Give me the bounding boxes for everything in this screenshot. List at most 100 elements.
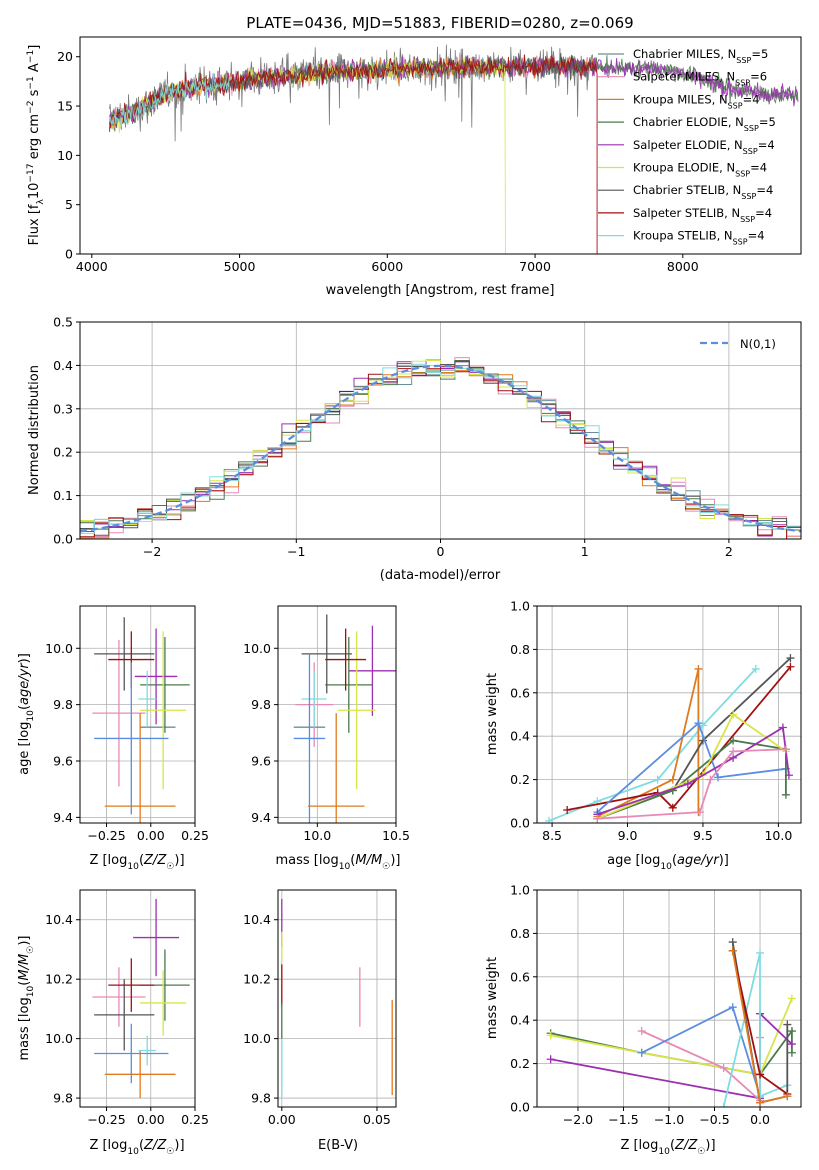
spectrum-model-line xyxy=(109,54,598,254)
mass_vs_EBV-ytick-label: 10.2 xyxy=(243,972,271,987)
mass_weight_vs_age-ytick-label: 0.6 xyxy=(510,685,530,700)
mass_vs_EBV-ytick-label: 10.4 xyxy=(243,912,271,927)
mass_vs_EBV-plot-area xyxy=(278,890,396,1107)
residual_hist-ytick-label: 0.4 xyxy=(53,358,73,373)
weight-line xyxy=(596,657,792,820)
weight-marker xyxy=(706,775,715,784)
mass_weight_vs_Z-ytick-label: 0.0 xyxy=(510,1100,530,1115)
age_vs_Z-xtick-label: 0.25 xyxy=(181,828,209,843)
spectrum-xlabel: wavelength [Angstrom, rest frame] xyxy=(326,283,555,298)
weight-marker xyxy=(787,1027,796,1036)
weight-marker xyxy=(694,719,703,728)
residual_hist-xtick-label: −2 xyxy=(143,544,161,559)
chart-title: PLATE=0436, MJD=51883, FIBERID=0280, z=0… xyxy=(246,14,633,32)
mass_vs_EBV-axes: 0.00 0.05 9.8 10.0 10.2 10.4 xyxy=(243,889,397,1127)
age_vs_mass-ytick-label: 9.8 xyxy=(251,697,271,712)
legend-entry: Chabrier MILES, NSSP=5 xyxy=(633,47,768,65)
weight-marker xyxy=(637,1048,646,1057)
residual_hist-ytick-label: 0.5 xyxy=(53,315,73,330)
age_vs_Z-ytick-label: 9.6 xyxy=(53,754,73,769)
residual-legend: N(0,1) xyxy=(700,337,776,351)
age_vs_Z-axes: −0.25 0.00 0.25 9.4 9.6 9.8 10.0 xyxy=(45,605,209,843)
weight-line xyxy=(722,952,788,1107)
mass_vs_Z-xtick-label: 0.00 xyxy=(137,1112,165,1127)
weight-marker xyxy=(546,1031,555,1040)
spectrum-plot-area xyxy=(109,44,799,254)
spectrum-model-line xyxy=(109,74,233,126)
weight-marker xyxy=(781,745,790,754)
mass_vs_EBV-xtick-label: 0.05 xyxy=(363,1112,391,1127)
residual_hist-ytick-label: 0.0 xyxy=(53,532,73,547)
weight-marker xyxy=(756,1070,765,1079)
weight-line xyxy=(597,726,790,816)
mass_vs_EBV-ytick-label: 9.8 xyxy=(251,1091,271,1106)
spectrum-xtick-label: 5000 xyxy=(224,259,256,274)
age_vs_mass-xtick-label: 10.5 xyxy=(382,828,410,843)
weight-marker xyxy=(698,721,707,730)
weight-marker xyxy=(728,938,737,947)
weight-line xyxy=(596,668,700,818)
mass_vs_Z-xtick-label: −0.25 xyxy=(87,1112,125,1127)
mass_weight_vs_Z-xtick-label: −1.0 xyxy=(654,1112,684,1127)
mass_vs_Z-ytick-label: 10.2 xyxy=(45,972,73,987)
age-vs-Z-xlabel: Z [log10(Z/Z☉)] xyxy=(89,853,184,872)
age_vs_Z-ytick-label: 9.8 xyxy=(53,697,73,712)
residual_hist-xtick-label: −1 xyxy=(287,544,305,559)
mass_vs_Z-xtick-label: 0.25 xyxy=(181,1112,209,1127)
residual-xlabel: (data-model)/error xyxy=(380,568,501,583)
mass_weight_vs_age-xtick-label: 8.5 xyxy=(542,828,562,843)
mass_weight_vs_age-ytick-label: 0.0 xyxy=(510,816,530,831)
mass_weight_vs_Z-xtick-label: −0.5 xyxy=(699,1112,729,1127)
spectrum-ytick-label: 15 xyxy=(57,99,73,114)
residual-ylabel: Normed distribution xyxy=(27,365,42,495)
weight-marker xyxy=(781,790,790,799)
mass-vs-Z-ylabel: mass [log10(M/M☉)] xyxy=(17,936,36,1061)
age_vs_mass-ytick-label: 9.4 xyxy=(251,810,271,825)
weight-marker xyxy=(784,771,793,780)
weight-marker xyxy=(786,654,795,663)
weight-marker xyxy=(778,723,787,732)
normal-curve xyxy=(80,364,801,533)
legend-entry: Salpeter ELODIE, NSSP=4 xyxy=(633,138,775,156)
mass_weight_vs_Z-ytick-label: 0.2 xyxy=(510,1056,530,1071)
mass_weight_vs_Z-xtick-label: −1.5 xyxy=(608,1112,638,1127)
residual_hist-xtick-label: 0 xyxy=(437,544,445,559)
age_vs_mass-frame xyxy=(277,605,397,824)
weight-marker xyxy=(668,803,677,812)
mass_weight_vs_age-xtick-label: 10.0 xyxy=(764,828,792,843)
spectrum-frame xyxy=(79,36,802,255)
spectrum-axes: 4000 5000 6000 7000 8000 0 5 10 15 20 xyxy=(57,36,802,274)
spectrum-ytick-label: 0 xyxy=(65,247,73,262)
weight-marker xyxy=(729,747,738,756)
residual_hist-ytick-label: 0.2 xyxy=(53,445,73,460)
age_vs_Z-ytick-label: 9.4 xyxy=(53,810,73,825)
weight-marker xyxy=(683,779,692,788)
weight-marker xyxy=(694,664,703,673)
age_vs_Z-ytick-label: 10.0 xyxy=(45,641,73,656)
weight-marker xyxy=(695,808,704,817)
weight-marker xyxy=(786,662,795,671)
mass_weight_vs_Z-frame xyxy=(536,889,802,1108)
weight-vs-Z-ylabel: mass weight xyxy=(485,957,500,1039)
spectrum-ylabel: Flux [fλ10−17 erg cm−2 s−1 A−1] xyxy=(26,45,46,246)
residual_hist-plot-area xyxy=(80,322,801,539)
spectrum-xtick-label: 7000 xyxy=(519,259,551,274)
weight-marker xyxy=(783,1092,792,1101)
legend-entry: Salpeter STELIB, NSSP=4 xyxy=(633,206,772,224)
spectrum-ytick-label: 10 xyxy=(57,148,73,163)
weight-marker xyxy=(787,1048,796,1057)
weight-marker xyxy=(728,1003,737,1012)
weight-line xyxy=(567,666,792,811)
residual_hist-frame xyxy=(79,321,802,540)
spectrum-legend: Chabrier MILES, NSSP=5 Salpeter MILES, NS… xyxy=(598,47,776,246)
mass_weight_vs_Z-xtick-label: 0.0 xyxy=(750,1112,770,1127)
weight-vs-age-ylabel: mass weight xyxy=(485,673,500,755)
age_vs_Z-frame xyxy=(79,605,196,824)
weight-marker xyxy=(563,805,572,814)
weight-vs-Z-xlabel: Z [log10(Z/Z☉)] xyxy=(620,1138,715,1157)
mass_weight_vs_age-ytick-label: 0.2 xyxy=(510,772,530,787)
mass-vs-EBV-xlabel: E(B-V) xyxy=(318,1138,358,1153)
mass_weight_vs_age-xtick-label: 9.0 xyxy=(618,828,638,843)
histogram-step xyxy=(80,360,801,536)
